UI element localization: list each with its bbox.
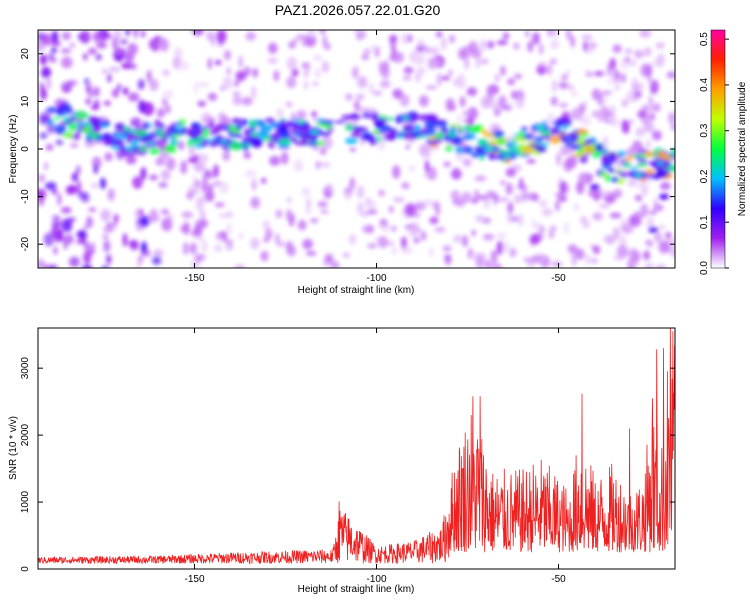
snr-xtick-label: -150 bbox=[185, 574, 205, 585]
spectrogram-ytick-label: -10 bbox=[20, 189, 31, 204]
spectrogram-y-label: Frequency (Hz) bbox=[8, 115, 19, 184]
colorbar-tick-label: 0.2 bbox=[699, 169, 710, 183]
snr-ticks: -150 -100 -50 0 1000 2000 3000 bbox=[20, 328, 675, 585]
spectrogram-image bbox=[38, 30, 675, 268]
spectrogram-xtick-label: -50 bbox=[551, 273, 566, 284]
spectrogram-ytick-label: 0 bbox=[20, 146, 31, 152]
spectrogram-ytick-label: 10 bbox=[20, 95, 31, 107]
colorbar-gradient bbox=[711, 30, 725, 268]
chart-title: PAZ1.2026.057.22.01.G20 bbox=[274, 2, 441, 18]
colorbar-ticks: 0.0 0.1 0.2 0.3 0.4 0.5 bbox=[699, 29, 729, 275]
snr-ytick-label: 2000 bbox=[20, 424, 31, 447]
spectrogram-xtick-label: -100 bbox=[367, 273, 387, 284]
snr-frame bbox=[37, 327, 676, 570]
snr-xtick-label: -100 bbox=[367, 574, 387, 585]
snr-panel: -150 -100 -50 0 1000 2000 3000 Height of strai… bbox=[8, 327, 676, 595]
spectrogram-xtick-label: -150 bbox=[185, 273, 205, 284]
snr-series-line bbox=[38, 328, 675, 565]
spectrogram-ytick-label: -20 bbox=[20, 237, 31, 252]
spectrogram-blobs bbox=[38, 30, 675, 268]
colorbar-tick-label: 0.3 bbox=[699, 123, 710, 137]
snr-ytick-label: 3000 bbox=[20, 357, 31, 380]
colorbar-tick-label: 0.0 bbox=[699, 261, 710, 275]
colorbar-tick-label: 0.1 bbox=[699, 215, 710, 229]
colorbar: 0.0 0.1 0.2 0.3 0.4 0.5 Normalized spectral a… bbox=[699, 29, 748, 275]
snr-ytick-label: 0 bbox=[20, 566, 31, 572]
colorbar-label: Normalized spectral amplitude bbox=[737, 81, 748, 216]
snr-ytick-label: 1000 bbox=[20, 490, 31, 513]
spectrogram-x-label: Height of straight line (km) bbox=[298, 285, 415, 296]
spectrogram-ytick-label: 20 bbox=[20, 48, 31, 60]
colorbar-frame bbox=[710, 29, 726, 269]
snr-y-label: SNR (10 * v/v) bbox=[8, 416, 19, 480]
colorbar-tick-label: 0.4 bbox=[699, 78, 710, 92]
snr-x-label: Height of straight line (km) bbox=[298, 584, 415, 595]
colorbar-tick-label: 0.5 bbox=[699, 32, 710, 46]
snr-xtick-label: -50 bbox=[551, 574, 566, 585]
